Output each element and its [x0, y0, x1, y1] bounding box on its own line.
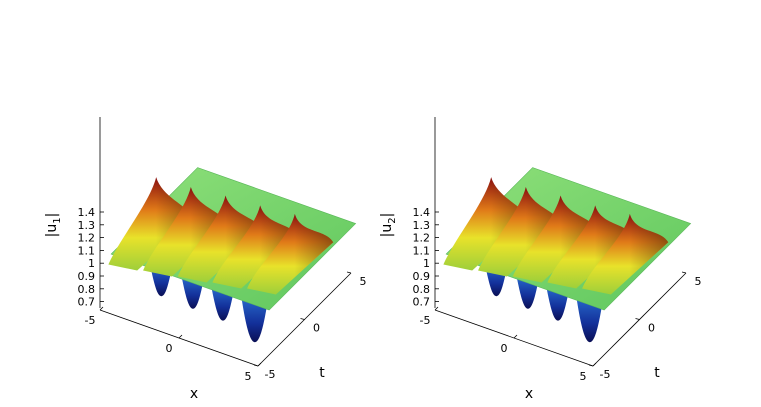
t-axis-label: t	[654, 365, 660, 381]
t-tick-label: 5	[360, 275, 367, 288]
z-tick-label: 1.2	[78, 232, 96, 245]
x-tick-label: 5	[245, 370, 252, 383]
t-tick-label: 0	[313, 322, 320, 335]
surface-plot-u2: 0.70.80.911.11.21.31.4 -5 0 5 -5 0 5 |u2| x t	[379, 117, 702, 402]
z-tick-label: 1.4	[413, 206, 431, 219]
z-tick-label: 1.4	[78, 206, 96, 219]
z-tick-label: 1.1	[78, 244, 96, 257]
z-axis-label: |u2|	[379, 213, 398, 238]
z-axis-label-text: |u	[379, 224, 395, 238]
z-tick-label: 1	[88, 257, 95, 270]
z-tick-label: 0.8	[78, 283, 96, 296]
x-tick-label: -5	[420, 314, 431, 327]
x-tick-mark	[257, 362, 262, 367]
surface-peak-shading	[177, 195, 264, 283]
x-axis-label: x	[190, 386, 198, 402]
surface-peak-shading	[108, 177, 195, 271]
t-tick-label: 0	[648, 322, 655, 335]
z-tick-label: 1.2	[413, 232, 431, 245]
t-tick-label: -5	[600, 368, 611, 381]
z-axis-label-text: |u	[44, 224, 60, 238]
surface-peak-shading	[212, 205, 299, 289]
x-tick-mark	[178, 334, 183, 339]
z-tick-label: 0.9	[413, 270, 431, 283]
surface-peak-shading	[512, 195, 599, 283]
z-tick-label: 0.7	[413, 296, 431, 309]
t-tick-mark	[253, 364, 259, 367]
t-tick-label: 5	[695, 275, 702, 288]
z-tick-label: 0.9	[78, 270, 96, 283]
t-tick-mark	[588, 364, 594, 367]
x-tick-label: 0	[501, 342, 508, 355]
surface-peak-shading	[143, 186, 230, 277]
x-tick-mark	[513, 334, 518, 339]
z-axis-label-bar: |	[44, 213, 60, 218]
x-tick-label: -5	[85, 314, 96, 327]
x-tick-mark	[434, 306, 439, 311]
x-tick-label: 5	[580, 370, 587, 383]
z-axis-label-subscript: 1	[52, 217, 63, 223]
t-tick-mark	[635, 318, 640, 320]
x-axis-label: x	[525, 386, 533, 402]
z-axis-label-bar: |	[379, 213, 395, 218]
z-tick-label: 1	[423, 257, 430, 270]
surface-peak-shading	[547, 205, 634, 289]
surface-peak-shading	[478, 186, 565, 277]
t-tick-mark	[681, 271, 687, 274]
x-tick-mark	[99, 306, 104, 311]
x-tick-label: 0	[166, 342, 173, 355]
z-tick-label: 1.3	[78, 219, 96, 232]
z-tick-label: 0.7	[78, 296, 96, 309]
surface-peak-shading	[582, 213, 669, 295]
z-axis-label-subscript: 2	[387, 217, 398, 223]
surface-peak-shading	[443, 177, 530, 271]
surface-plot-u1: 0.70.80.911.11.21.31.4-505 -505|u1|xt	[44, 117, 367, 402]
t-tick-label: -5	[265, 368, 276, 381]
t-axis-label: t	[319, 365, 325, 381]
z-tick-label: 1.3	[413, 219, 431, 232]
t-tick-mark	[300, 318, 305, 320]
z-tick-label: 0.8	[413, 283, 431, 296]
x-tick-mark	[592, 362, 597, 367]
z-tick-label: 1.1	[413, 244, 431, 257]
t-tick-mark	[346, 271, 352, 274]
z-axis-label: |u1|	[44, 213, 63, 238]
surface-peak-shading	[247, 213, 334, 295]
